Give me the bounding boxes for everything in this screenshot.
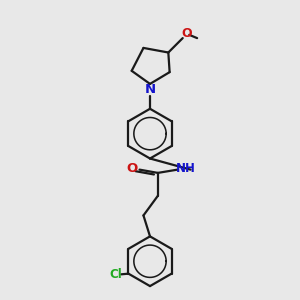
Text: O: O [126, 162, 137, 175]
Text: N: N [144, 82, 156, 96]
Text: O: O [181, 27, 192, 40]
Text: NH: NH [176, 162, 196, 175]
Text: Cl: Cl [109, 268, 122, 281]
